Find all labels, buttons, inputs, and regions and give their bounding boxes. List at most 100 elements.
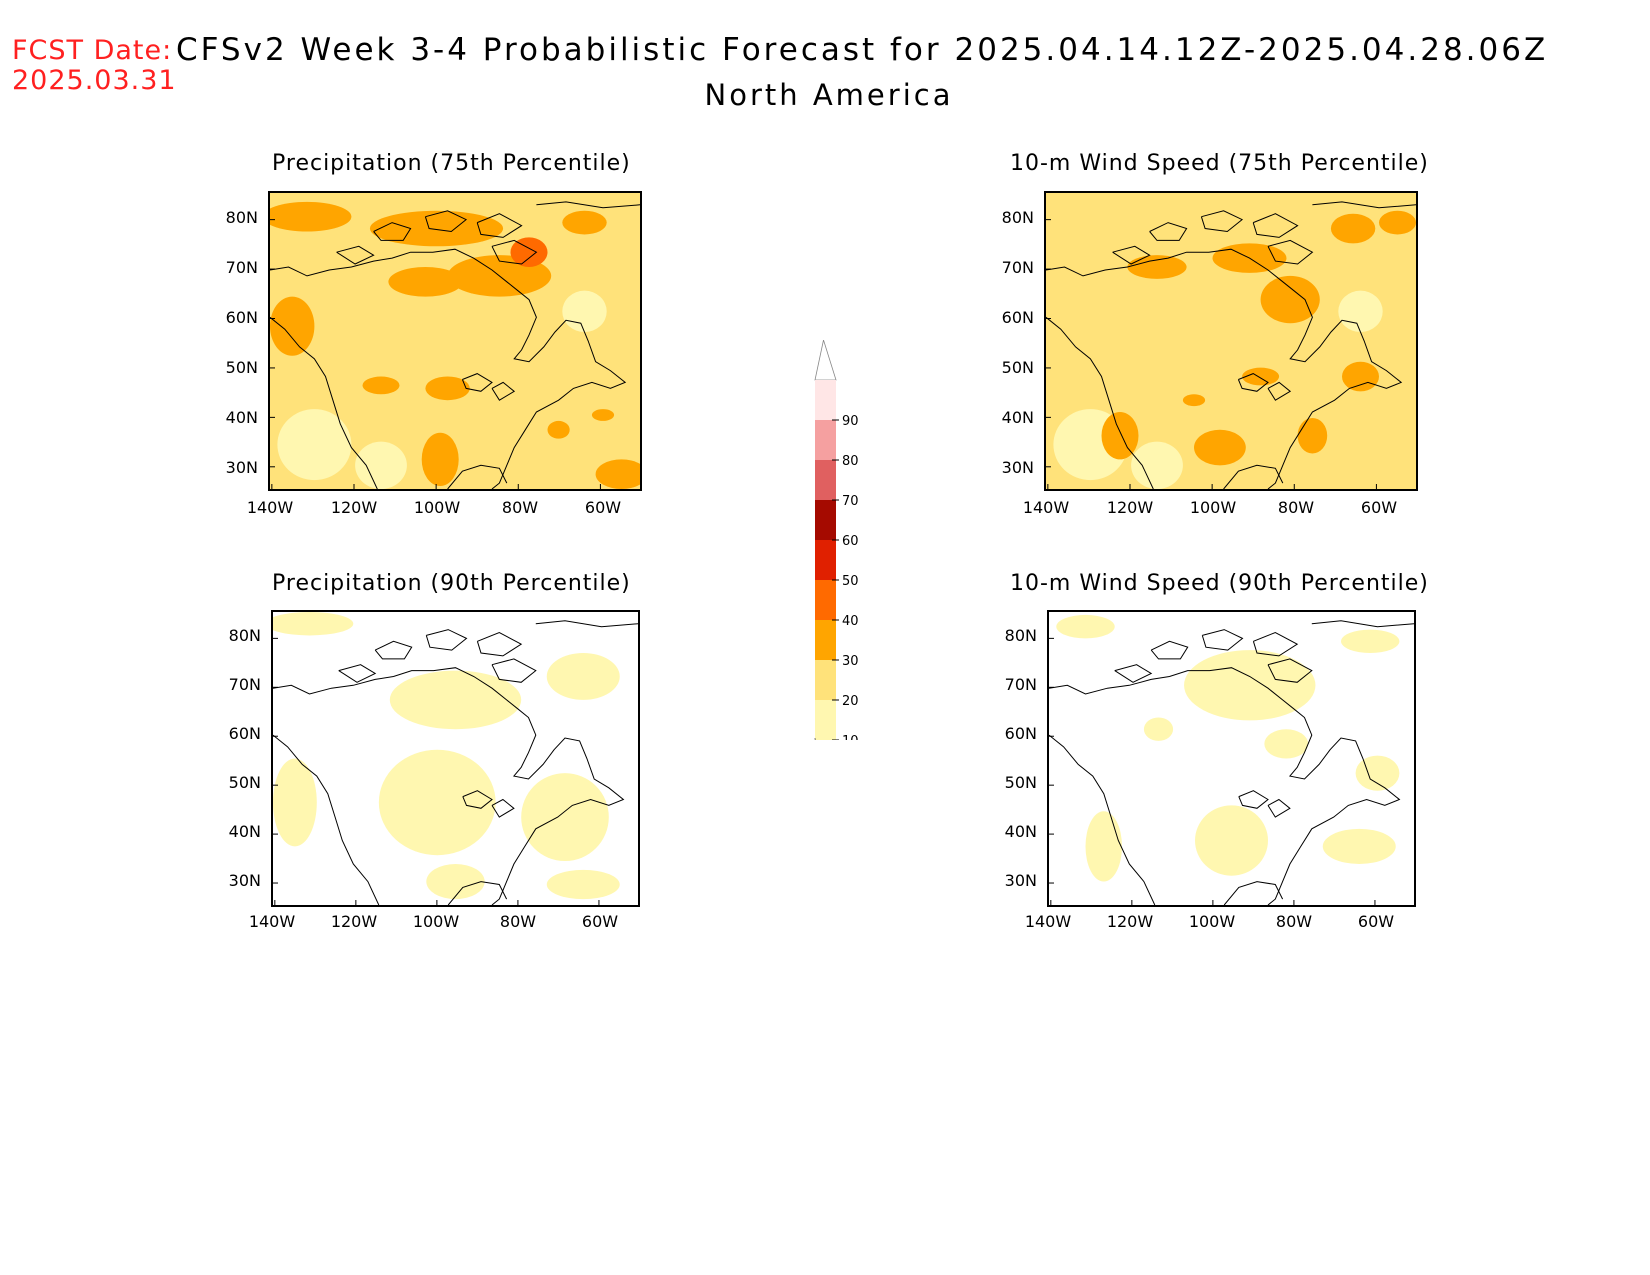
forecast-date-label: FCST Date: bbox=[12, 35, 173, 66]
lon-tick: 100W bbox=[1189, 498, 1237, 517]
shading-patch bbox=[1342, 361, 1379, 392]
lat-tick: 30N bbox=[1004, 871, 1037, 890]
shading-patch bbox=[1379, 210, 1416, 235]
coastline-west bbox=[1049, 734, 1156, 905]
colorbar-level-label: 20 bbox=[842, 694, 859, 709]
shading-patch bbox=[426, 863, 485, 900]
arctic-island-outline bbox=[1311, 620, 1414, 628]
arctic-island-outline bbox=[1200, 210, 1244, 233]
shading-patch bbox=[547, 420, 570, 439]
lat-tick: 50N bbox=[1004, 773, 1037, 792]
map-canvas bbox=[273, 612, 638, 905]
lat-tick: 80N bbox=[228, 626, 261, 645]
colorbar-level-label: 90 bbox=[842, 414, 859, 429]
shading-patch bbox=[546, 653, 620, 700]
lat-tick: 30N bbox=[228, 871, 261, 890]
shading-patch bbox=[273, 612, 354, 636]
lon-tick: 60W bbox=[581, 912, 619, 931]
arctic-island-outline bbox=[491, 658, 537, 683]
lon-tick: 60W bbox=[1360, 498, 1398, 517]
forecast-date-block: FCST Date: 2025.03.31 bbox=[12, 36, 177, 96]
arctic-island-outline bbox=[424, 210, 468, 233]
coastline-gulf bbox=[1223, 881, 1284, 905]
colorbar-swatch bbox=[815, 380, 836, 420]
arctic-island-outline bbox=[373, 222, 412, 241]
arctic-island-outline bbox=[1252, 631, 1299, 657]
lat-tick: 40N bbox=[1001, 408, 1034, 427]
colorbar-level-label: 60 bbox=[842, 534, 859, 549]
shading-patch bbox=[1264, 729, 1309, 759]
coastline bbox=[1049, 667, 1401, 905]
lat-tick: 60N bbox=[228, 724, 261, 743]
colorbar-swatch bbox=[815, 460, 836, 500]
shading-patch bbox=[1195, 805, 1268, 876]
shading-patch bbox=[1322, 828, 1396, 864]
forecast-date-value: 2025.03.31 bbox=[12, 65, 177, 96]
arctic-island-outline bbox=[491, 239, 538, 265]
lon-tick: 100W bbox=[413, 498, 461, 517]
colorbar-swatch bbox=[815, 700, 836, 740]
shading-patch bbox=[425, 376, 470, 401]
lat-tick: 50N bbox=[225, 358, 258, 377]
lat-tick: 40N bbox=[225, 408, 258, 427]
lat-tick: 80N bbox=[1004, 626, 1037, 645]
great-lakes-outline bbox=[491, 798, 515, 818]
shading-patch bbox=[1330, 213, 1376, 244]
great-lakes-outline bbox=[1238, 790, 1269, 809]
lon-tick: 60W bbox=[1357, 912, 1395, 931]
shading-patch bbox=[1260, 275, 1320, 324]
arctic-island-outline bbox=[1267, 239, 1314, 265]
coastline-gulf bbox=[447, 881, 508, 905]
shading-patch bbox=[562, 210, 607, 235]
page-title: CFSv2 Week 3-4 Probabilistic Forecast fo… bbox=[176, 32, 1549, 68]
lat-tick: 50N bbox=[228, 773, 261, 792]
colorbar-level-label: 50 bbox=[842, 574, 859, 589]
lat-tick: 80N bbox=[1001, 208, 1034, 227]
lon-tick: 140W bbox=[246, 498, 294, 517]
shading-patch bbox=[1101, 412, 1139, 460]
shading-patch-low bbox=[1131, 441, 1183, 489]
coastline-west bbox=[273, 734, 380, 905]
arctic-island-outline bbox=[1149, 222, 1188, 241]
great-lakes-outline bbox=[461, 373, 493, 392]
colorbar-level-label: 80 bbox=[842, 454, 859, 469]
lon-tick: 80W bbox=[1277, 498, 1315, 517]
shading-patch bbox=[1127, 255, 1187, 279]
lon-tick: 140W bbox=[1024, 912, 1072, 931]
panel-title-wind75: 10-m Wind Speed (75th Percentile) bbox=[1010, 151, 1429, 176]
shading-patch bbox=[369, 210, 504, 247]
arctic-island-outline bbox=[336, 245, 375, 265]
shading-patch bbox=[521, 773, 609, 862]
shading-patch bbox=[591, 409, 615, 421]
coastline bbox=[1046, 248, 1403, 489]
shading-patch bbox=[1085, 811, 1122, 882]
arctic-island-outline bbox=[536, 201, 640, 209]
map-canvas bbox=[1046, 193, 1416, 489]
shading-patch bbox=[378, 749, 496, 856]
lat-tick: 60N bbox=[1001, 308, 1034, 327]
shading-patch bbox=[1056, 614, 1115, 639]
shading-patch bbox=[389, 670, 522, 730]
shading-patch bbox=[595, 459, 640, 489]
shading-patch bbox=[270, 296, 315, 356]
lon-tick: 80W bbox=[499, 912, 537, 931]
lat-tick: 40N bbox=[228, 822, 261, 841]
shading-patch-low bbox=[562, 290, 607, 333]
map-precip75 bbox=[268, 191, 642, 491]
colorbar-swatch bbox=[815, 660, 836, 700]
panel-title-precip90: Precipitation (90th Percentile) bbox=[272, 571, 631, 596]
colorbar-level-label: 30 bbox=[842, 654, 859, 669]
lat-tick: 30N bbox=[1001, 458, 1034, 477]
lat-tick: 30N bbox=[225, 458, 258, 477]
lat-tick: 60N bbox=[225, 308, 258, 327]
great-lakes-outline bbox=[491, 381, 516, 401]
lon-tick: 100W bbox=[1188, 912, 1236, 931]
shading-patch bbox=[546, 869, 620, 900]
lon-tick: 140W bbox=[248, 912, 296, 931]
coastline bbox=[273, 667, 625, 905]
shading-patch bbox=[388, 267, 463, 297]
arctic-island-outline bbox=[476, 631, 523, 657]
lon-tick: 60W bbox=[584, 498, 622, 517]
shading-patch bbox=[510, 237, 548, 267]
arctic-island-outline bbox=[1201, 629, 1244, 651]
